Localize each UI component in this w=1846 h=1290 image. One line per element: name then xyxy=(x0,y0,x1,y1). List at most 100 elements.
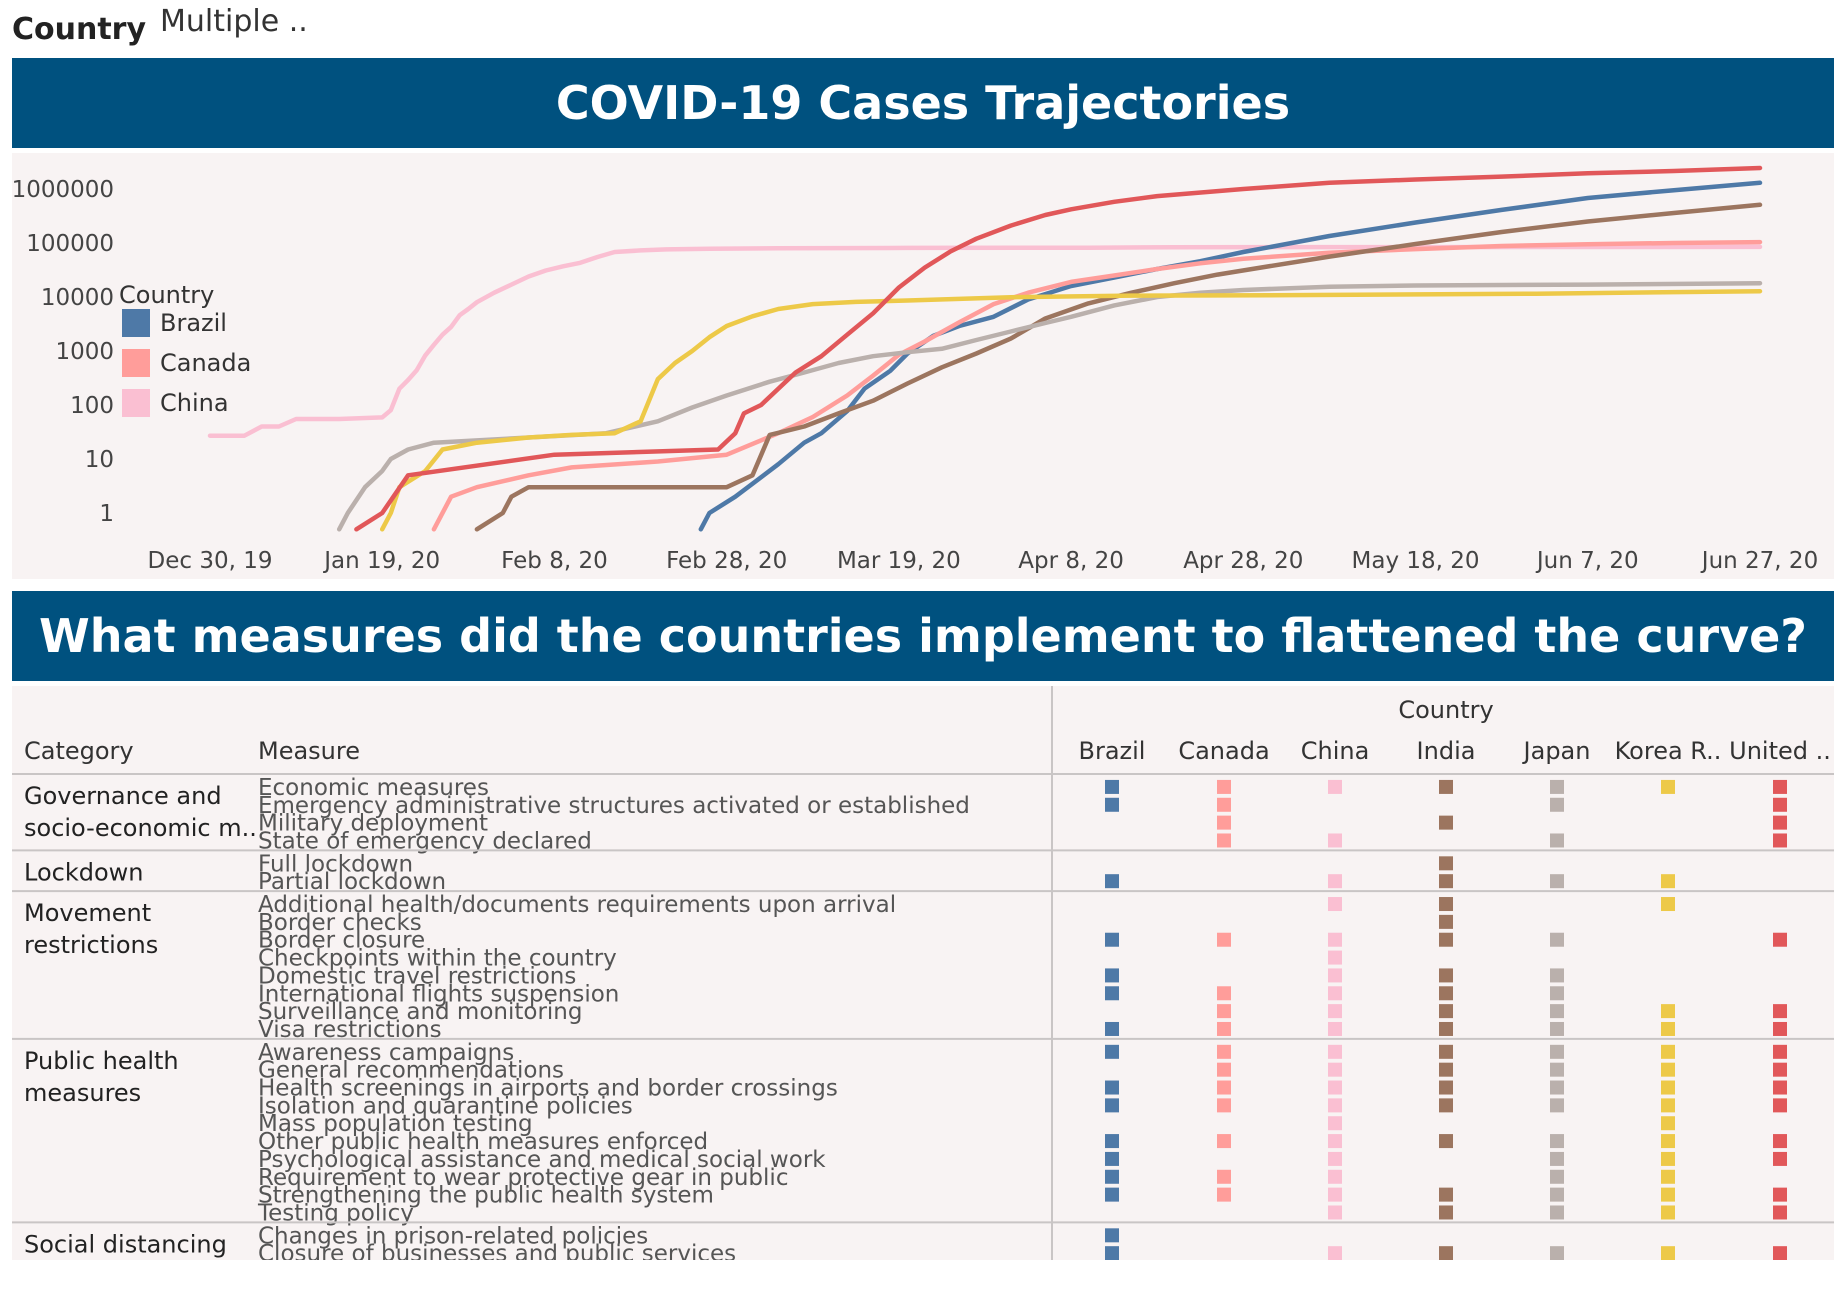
measure-mark xyxy=(1439,815,1453,830)
measure-label: Full lockdown xyxy=(258,851,413,877)
measure-mark xyxy=(1105,1098,1119,1113)
measure-mark xyxy=(1550,1205,1564,1220)
measure-label: Border checks xyxy=(258,910,422,936)
legend-label-canada: Canada xyxy=(160,349,252,377)
measure-mark xyxy=(1661,1169,1675,1184)
measures-table-canvas: Country Category Measure Brazil Canada China I… xyxy=(12,686,1834,1260)
measure-mark xyxy=(1439,856,1453,871)
measure-mark xyxy=(1105,1151,1119,1166)
measure-mark xyxy=(1550,932,1564,947)
measure-label: Closure of businesses and public service… xyxy=(258,1241,736,1260)
measure-mark xyxy=(1773,1246,1787,1260)
measure-mark xyxy=(1328,1246,1342,1260)
x-tick-label: Apr 28, 20 xyxy=(1183,548,1303,574)
category-label: Governance and xyxy=(24,782,222,810)
measure-mark xyxy=(1439,1080,1453,1095)
measure-mark xyxy=(1661,1246,1675,1260)
measure-mark xyxy=(1773,1151,1787,1166)
measure-label: Border closure xyxy=(258,928,425,954)
measure-label: International flights suspension xyxy=(258,981,619,1007)
measure-label: Surveillance and monitoring xyxy=(258,999,582,1025)
measure-label: Strengthening the public health system xyxy=(258,1183,714,1209)
legend-swatch-china xyxy=(122,389,150,417)
measure-mark xyxy=(1773,932,1787,947)
measure-label: Requirement to wear protective gear in p… xyxy=(258,1165,788,1191)
measure-mark xyxy=(1661,874,1675,889)
measure-mark xyxy=(1217,833,1231,848)
measure-mark xyxy=(1773,1004,1787,1019)
legend-swatch-brazil xyxy=(122,309,150,337)
legend-item-canada[interactable]: Canada xyxy=(122,349,251,383)
measure-mark xyxy=(1328,897,1342,912)
measure-mark xyxy=(1328,968,1342,983)
measure-mark xyxy=(1550,1044,1564,1059)
measure-mark xyxy=(1773,779,1787,794)
chart-canvas: 1 10 100 1000 10000 100000 1000000 Dec 30, 19 Ja… xyxy=(12,165,1818,574)
measure-mark xyxy=(1550,1098,1564,1113)
measure-mark xyxy=(1328,1004,1342,1019)
measure-label: Emergency administrative structures acti… xyxy=(258,793,970,819)
x-tick-label: Mar 19, 20 xyxy=(837,548,961,574)
legend-item-china[interactable]: China xyxy=(122,389,229,423)
measure-label: Other public health measures enforced xyxy=(258,1129,708,1155)
measure-mark xyxy=(1661,1044,1675,1059)
measure-mark xyxy=(1105,1080,1119,1095)
measure-mark xyxy=(1328,874,1342,889)
measure-mark xyxy=(1105,1246,1119,1260)
legend-title: Country xyxy=(119,281,215,309)
measure-mark xyxy=(1439,1098,1453,1113)
y-tick-label: 1000 xyxy=(55,339,114,365)
measure-mark xyxy=(1217,1098,1231,1113)
measure-mark xyxy=(1217,1062,1231,1077)
category-label: Social distancing xyxy=(24,1230,227,1258)
measure-label: Awareness campaigns xyxy=(258,1040,514,1066)
measure-mark xyxy=(1661,1151,1675,1166)
measure-mark xyxy=(1328,833,1342,848)
measure-mark xyxy=(1661,1134,1675,1149)
category-label: restrictions xyxy=(24,931,158,959)
x-tick-label: Feb 8, 20 xyxy=(501,548,608,574)
measures-title-banner: What measures did the countries implemen… xyxy=(12,591,1834,681)
measure-mark xyxy=(1550,779,1564,794)
measure-label: General recommendations xyxy=(258,1058,564,1084)
measure-mark xyxy=(1328,950,1342,965)
category-label: socio-economic m.. xyxy=(24,814,257,842)
measure-mark xyxy=(1105,1044,1119,1059)
measure-mark xyxy=(1328,1187,1342,1202)
measure-mark xyxy=(1105,968,1119,983)
measure-mark xyxy=(1773,815,1787,830)
measure-mark xyxy=(1328,1134,1342,1149)
measure-mark xyxy=(1328,1021,1342,1036)
measure-mark xyxy=(1439,1044,1453,1059)
country-column-header: Country xyxy=(1398,696,1493,724)
measure-mark xyxy=(1773,797,1787,812)
measure-mark xyxy=(1661,1187,1675,1202)
measure-label: Military deployment xyxy=(258,811,488,837)
country-header-3: India xyxy=(1417,737,1476,765)
category-label: Public health xyxy=(24,1047,179,1075)
measure-mark xyxy=(1105,932,1119,947)
measure-mark xyxy=(1217,797,1231,812)
measure-mark xyxy=(1773,1062,1787,1077)
measure-mark xyxy=(1773,1080,1787,1095)
y-tick-label: 100000 xyxy=(26,231,114,257)
country-filter-dropdown[interactable]: Multiple .. xyxy=(160,4,308,39)
measure-mark xyxy=(1328,1116,1342,1131)
measure-column-header: Measure xyxy=(258,737,360,765)
measure-label: Economic measures xyxy=(258,775,489,801)
measure-mark xyxy=(1217,1169,1231,1184)
measure-mark xyxy=(1550,1151,1564,1166)
measure-mark xyxy=(1550,1062,1564,1077)
measure-mark xyxy=(1661,779,1675,794)
measure-mark xyxy=(1550,874,1564,889)
legend-item-brazil[interactable]: Brazil xyxy=(122,309,227,343)
series-line-5 xyxy=(379,288,1763,532)
measure-mark xyxy=(1328,1098,1342,1113)
y-tick-label: 1000000 xyxy=(12,177,114,203)
measure-mark xyxy=(1661,1205,1675,1220)
measure-mark xyxy=(1217,986,1231,1001)
measure-mark xyxy=(1439,1062,1453,1077)
category-label: Lockdown xyxy=(24,858,143,886)
measure-mark xyxy=(1439,1004,1453,1019)
measure-mark xyxy=(1773,1205,1787,1220)
